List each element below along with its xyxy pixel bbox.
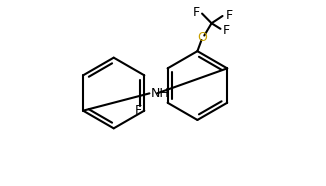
- Text: F: F: [192, 6, 200, 19]
- Text: NH: NH: [151, 87, 170, 100]
- Text: F: F: [135, 104, 142, 117]
- Text: O: O: [198, 31, 208, 44]
- Text: F: F: [223, 24, 230, 37]
- Text: F: F: [226, 9, 233, 22]
